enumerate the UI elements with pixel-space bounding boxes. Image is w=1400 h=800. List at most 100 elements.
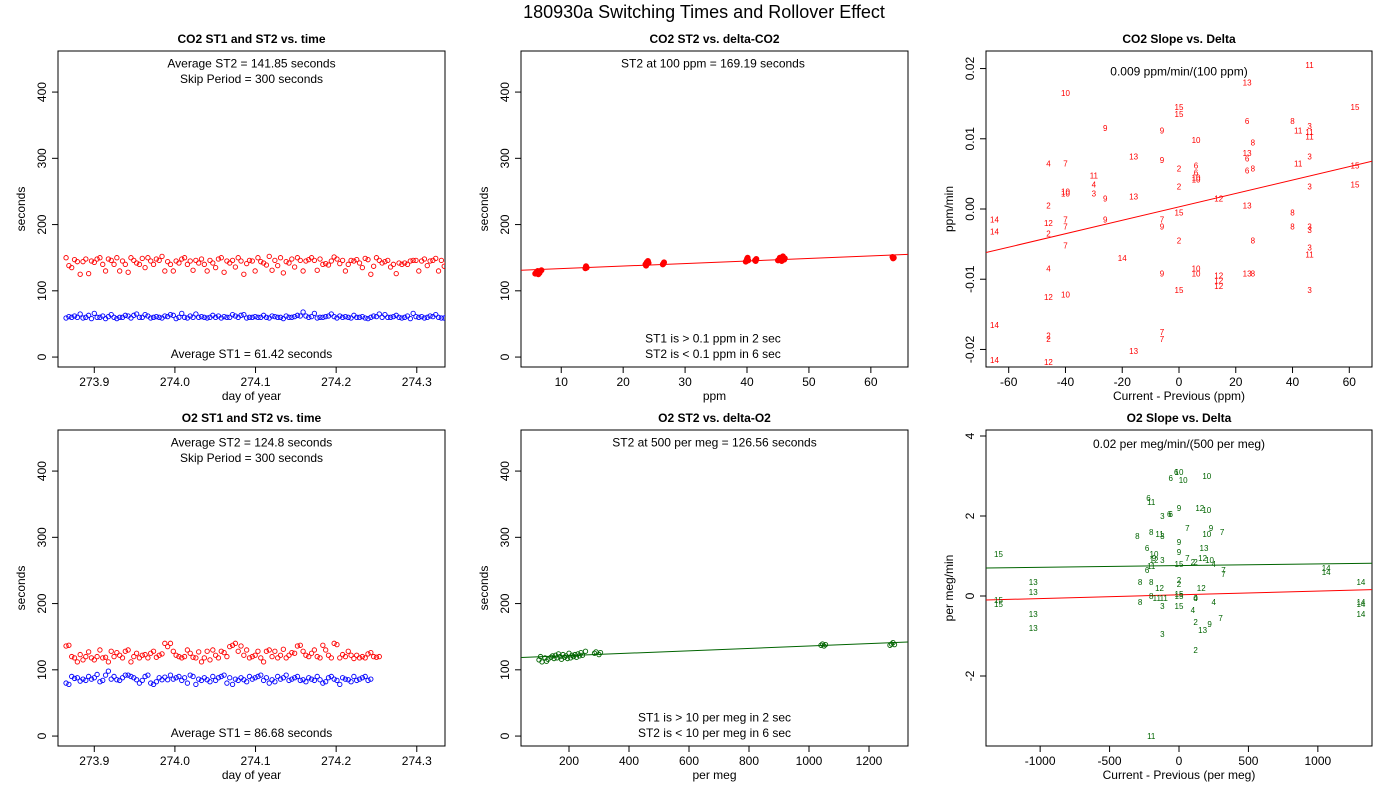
- data-point: [100, 313, 106, 319]
- data-point: [427, 258, 433, 264]
- x-tick-label: 200: [559, 754, 579, 768]
- data-point: [345, 261, 351, 267]
- data-point: [410, 310, 416, 316]
- data-point-label: 7: [1221, 570, 1226, 579]
- data-point-label: 15: [994, 596, 1003, 605]
- data-point-label: 9: [1103, 194, 1108, 203]
- data-point: [136, 680, 143, 686]
- data-point: [286, 652, 292, 658]
- data-layer: [521, 640, 908, 665]
- y-tick-label: 100: [498, 280, 512, 300]
- data-point: [548, 654, 554, 660]
- data-point: [351, 655, 357, 662]
- data-point: [128, 315, 134, 321]
- data-point-label: 7: [1160, 335, 1165, 344]
- y-tick-label: 2: [963, 512, 977, 519]
- data-point: [376, 653, 382, 660]
- data-point: [255, 314, 261, 320]
- data-point: [385, 257, 391, 263]
- data-point: [145, 672, 151, 678]
- y-axis-label: ppm/min: [942, 186, 956, 232]
- data-point-label: 7: [1063, 216, 1068, 225]
- data-point-label: 12: [1198, 554, 1207, 563]
- data-point: [198, 256, 205, 262]
- data-point: [311, 647, 318, 653]
- data-point-label: 2: [1193, 646, 1198, 655]
- data-point: [435, 268, 442, 274]
- data-point: [164, 677, 171, 683]
- data-point: [114, 677, 120, 683]
- data-point-label: 13: [1243, 149, 1252, 158]
- y-tick-label: 0: [35, 732, 49, 739]
- data-point-label: 3: [1307, 226, 1312, 235]
- data-point-label: 8: [1251, 164, 1256, 173]
- data-point-label: 11: [1305, 133, 1314, 142]
- data-point: [176, 260, 182, 266]
- data-point: [323, 314, 329, 320]
- data-point: [249, 258, 255, 264]
- x-axis-label: day of year: [222, 389, 281, 403]
- annotation: Skip Period = 300 seconds: [180, 451, 323, 465]
- fit-line: [521, 641, 908, 659]
- data-point: [100, 261, 106, 267]
- data-point: [77, 311, 83, 317]
- data-point: [212, 652, 219, 658]
- data-point: [549, 653, 556, 659]
- data-point: [122, 312, 128, 318]
- data-point: [170, 648, 176, 654]
- data-point: [85, 312, 92, 318]
- data-point: [102, 654, 109, 660]
- data-point-label: 2: [1177, 580, 1182, 589]
- data-point: [235, 648, 241, 654]
- data-point: [170, 312, 176, 318]
- data-point: [283, 655, 289, 661]
- x-tick-label: 1200: [856, 754, 883, 768]
- data-point: [277, 314, 284, 320]
- data-layer: [521, 253, 908, 278]
- data-point: [167, 312, 174, 318]
- data-point: [181, 675, 188, 681]
- data-point: [173, 675, 179, 681]
- data-point-label: 8: [1138, 578, 1143, 587]
- y-axis-label: seconds: [477, 187, 491, 232]
- data-point-label: 2: [1177, 164, 1182, 173]
- data-point: [424, 314, 430, 320]
- data-point: [345, 314, 351, 320]
- data-point: [317, 256, 323, 262]
- x-tick-label: -1000: [1025, 754, 1056, 768]
- data-point: [66, 314, 72, 320]
- data-point: [122, 672, 128, 678]
- data-point: [80, 676, 86, 682]
- data-point: [337, 261, 343, 267]
- data-point: [246, 257, 253, 263]
- data-point: [421, 315, 428, 321]
- data-point: [162, 674, 168, 680]
- data-point: [387, 264, 394, 270]
- data-point: [373, 654, 380, 660]
- data-point: [266, 680, 272, 686]
- panel-title: O2 ST2 vs. delta-O2: [658, 411, 771, 425]
- data-point: [444, 314, 445, 318]
- data-point: [122, 261, 128, 267]
- data-point: [63, 643, 69, 649]
- data-point: [94, 314, 100, 320]
- data-point-label: 4: [1046, 265, 1051, 274]
- data-point: [342, 314, 349, 320]
- data-point-label: 8: [1149, 528, 1154, 537]
- data-point: [260, 659, 267, 665]
- data-point: [181, 653, 188, 660]
- data-point: [331, 676, 337, 682]
- data-point-label: 9: [1209, 524, 1214, 533]
- data-point: [291, 675, 298, 681]
- data-point-label: 11: [1153, 594, 1162, 603]
- data-point: [111, 261, 117, 267]
- data-point: [83, 256, 89, 262]
- x-tick-label: 60: [1343, 375, 1357, 389]
- data-point: [71, 313, 78, 319]
- data-point: [69, 653, 75, 660]
- data-point: [277, 255, 284, 261]
- data-point: [300, 648, 306, 654]
- data-point: [170, 676, 176, 682]
- data-point: [74, 659, 81, 665]
- data-point: [354, 677, 360, 684]
